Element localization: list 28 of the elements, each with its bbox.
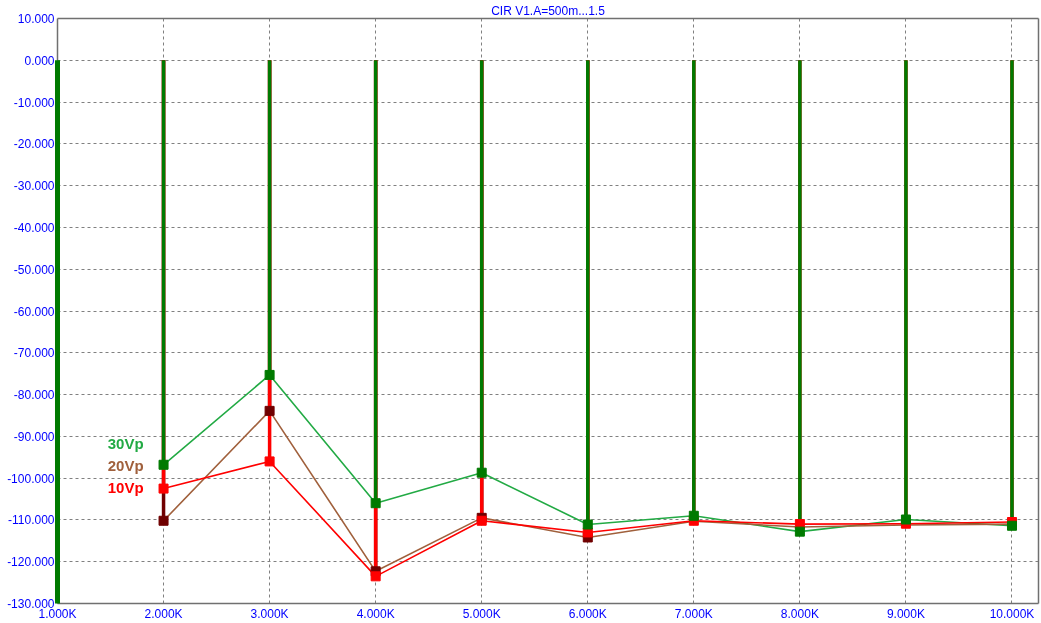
x-tick-label: 3.000K bbox=[250, 606, 289, 621]
x-tick-label: 4.000K bbox=[356, 606, 395, 621]
x-tick-label: 9.000K bbox=[886, 606, 925, 621]
y-tick-label: -100.000 bbox=[7, 471, 55, 486]
x-tick-label: 7.000K bbox=[674, 606, 713, 621]
y-tick-label: -130.000 bbox=[7, 597, 55, 611]
series-label: 10Vp bbox=[107, 479, 144, 497]
y-tick-label: -60.000 bbox=[13, 304, 55, 319]
series-label: 30Vp bbox=[107, 435, 144, 453]
text: 20Vp bbox=[107, 457, 144, 475]
chart-title: CIR V1.A=500m...1.5 bbox=[491, 3, 606, 18]
y-tick-label: -50.000 bbox=[13, 262, 55, 277]
x-tick-label: 2.000K bbox=[144, 606, 183, 621]
x-tick-label: 8.000K bbox=[780, 606, 819, 621]
y-tick-label: -10.000 bbox=[13, 95, 55, 110]
y-tick-label: -90.000 bbox=[13, 429, 55, 444]
y-tick-label: -110.000 bbox=[8, 513, 55, 528]
y-tick-label: 10.000 bbox=[17, 12, 55, 26]
y-tick-label: -40.000 bbox=[13, 220, 55, 235]
x-tick-label: 10.000K bbox=[989, 606, 1035, 621]
y-tick-label: -80.000 bbox=[13, 388, 55, 403]
y-tick-label: -70.000 bbox=[13, 346, 55, 361]
x-tick-label: 5.000K bbox=[462, 606, 501, 621]
y-tick-label: 0.000 bbox=[24, 53, 55, 68]
y-tick-label: -30.000 bbox=[13, 179, 55, 194]
y-tick-label: -20.000 bbox=[13, 137, 55, 152]
y-tick-label: -120.000 bbox=[7, 555, 55, 570]
x-tick-label: 6.000K bbox=[568, 606, 607, 621]
